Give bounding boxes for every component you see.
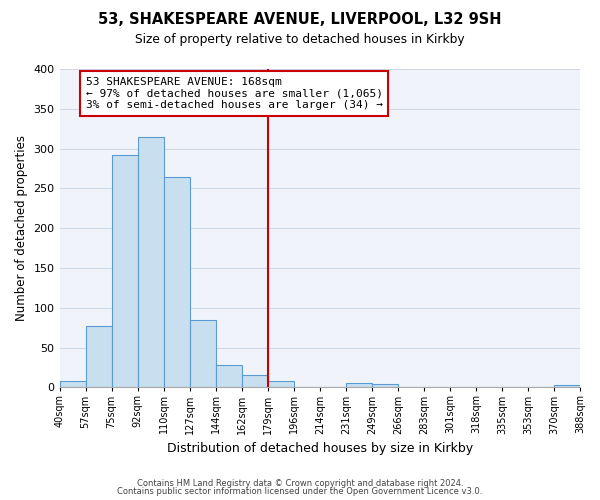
- Text: Contains public sector information licensed under the Open Government Licence v3: Contains public sector information licen…: [118, 487, 482, 496]
- Text: Contains HM Land Registry data © Crown copyright and database right 2024.: Contains HM Land Registry data © Crown c…: [137, 478, 463, 488]
- Y-axis label: Number of detached properties: Number of detached properties: [15, 135, 28, 321]
- X-axis label: Distribution of detached houses by size in Kirkby: Distribution of detached houses by size …: [167, 442, 473, 455]
- Bar: [137, 138, 164, 388]
- Bar: [346, 384, 372, 388]
- Bar: [554, 385, 580, 388]
- Bar: [112, 155, 137, 388]
- Bar: [242, 374, 268, 388]
- Bar: [190, 320, 215, 388]
- Bar: [215, 365, 242, 388]
- Bar: [268, 381, 294, 388]
- Bar: [86, 326, 112, 388]
- Bar: [372, 384, 398, 388]
- Text: Size of property relative to detached houses in Kirkby: Size of property relative to detached ho…: [135, 32, 465, 46]
- Bar: [59, 381, 86, 388]
- Text: 53 SHAKESPEARE AVENUE: 168sqm
← 97% of detached houses are smaller (1,065)
3% of: 53 SHAKESPEARE AVENUE: 168sqm ← 97% of d…: [86, 77, 383, 110]
- Bar: [164, 177, 190, 388]
- Text: 53, SHAKESPEARE AVENUE, LIVERPOOL, L32 9SH: 53, SHAKESPEARE AVENUE, LIVERPOOL, L32 9…: [98, 12, 502, 28]
